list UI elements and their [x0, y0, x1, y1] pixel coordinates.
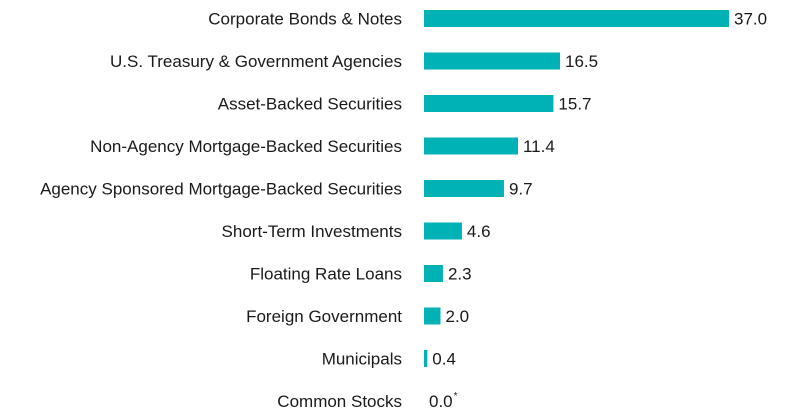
- bar: [424, 222, 462, 240]
- bar: [424, 137, 518, 155]
- bar: [424, 10, 729, 27]
- bar: [424, 307, 441, 325]
- value-label: 9.7: [509, 180, 533, 199]
- category-label: Floating Rate Loans: [250, 265, 402, 284]
- value-label: 2.3: [448, 265, 472, 284]
- category-label: Asset-Backed Securities: [218, 95, 402, 114]
- bar: [424, 95, 554, 112]
- value-label: 16.5: [565, 52, 598, 71]
- category-label: Corporate Bonds & Notes: [208, 10, 402, 29]
- category-label: Foreign Government: [246, 307, 402, 326]
- value-label: 37.0: [734, 10, 767, 29]
- bar: [424, 350, 428, 367]
- category-label: Short-Term Investments: [222, 222, 402, 241]
- value-label: 0.0: [429, 392, 453, 411]
- value-label: 2.0: [445, 307, 469, 326]
- category-label: Non-Agency Mortgage-Backed Securities: [90, 137, 402, 156]
- category-label: U.S. Treasury & Government Agencies: [110, 52, 402, 71]
- category-label: Agency Sponsored Mortgage-Backed Securit…: [40, 180, 402, 199]
- value-label: 11.4: [523, 137, 555, 156]
- value-label: 4.6: [467, 222, 491, 241]
- bar: [424, 180, 504, 197]
- category-label: Municipals: [322, 350, 402, 369]
- category-label: Common Stocks: [277, 392, 402, 411]
- bar: [424, 52, 561, 70]
- value-footnote-marker: *: [454, 391, 458, 402]
- value-label: 0.4: [432, 350, 456, 369]
- value-label: 15.7: [558, 95, 591, 114]
- bar: [424, 265, 443, 282]
